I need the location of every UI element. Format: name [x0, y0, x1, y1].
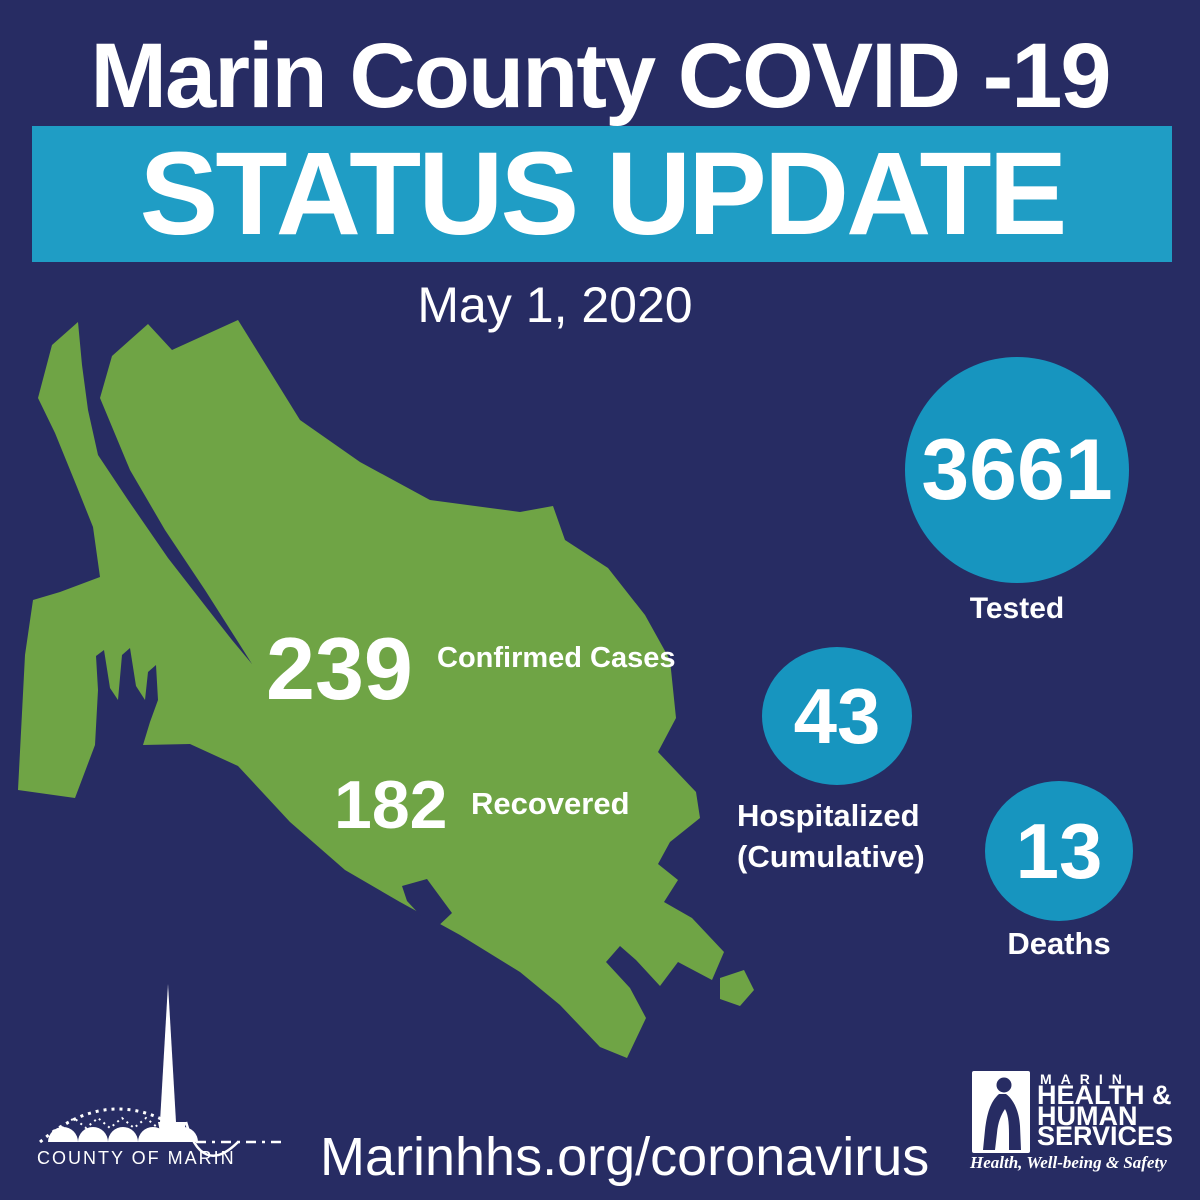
hhs-line-human: HUMAN: [1037, 1100, 1138, 1131]
confirmed-cases-value: 239: [266, 619, 413, 718]
bolinas-lagoon: [402, 879, 452, 930]
hhs-tagline: Health, Well-being & Safety: [970, 1153, 1167, 1172]
recovered-label: Recovered: [471, 786, 630, 821]
hhs-person-icon: [972, 1071, 1030, 1153]
county-landmass: [18, 320, 724, 1058]
hospitalized-label: Hospitalized (Cumulative): [737, 795, 925, 877]
hospitalized-label-line2: (Cumulative): [737, 839, 925, 874]
website-url: Marinhhs.org/coronavirus: [320, 1127, 930, 1187]
recovered-value: 182: [334, 767, 448, 843]
angel-island: [720, 970, 754, 1006]
deaths-stat-circle: 13: [985, 781, 1133, 921]
county-logo-caption: COUNTY OF MARIN: [37, 1148, 236, 1168]
hhs-line-services: SERVICES: [1037, 1121, 1174, 1151]
hhs-line-health: HEALTH &: [1037, 1080, 1172, 1110]
status-update-banner: STATUS UPDATE: [32, 126, 1172, 262]
hhs-logo-text: HEALTH & HUMAN SERVICES: [1037, 1080, 1174, 1151]
hospitalized-value: 43: [793, 671, 881, 760]
confirmed-cases-label: Confirmed Cases: [437, 642, 676, 674]
tested-label: Tested: [969, 592, 1065, 625]
report-date: May 1, 2020: [417, 277, 693, 333]
tested-value: 3661: [921, 421, 1113, 518]
hospitalized-stat-circle: 43: [762, 647, 912, 785]
deaths-value: 13: [1015, 806, 1103, 895]
hhs-brand-text: MARIN: [1040, 1071, 1131, 1087]
deaths-label: Deaths: [1007, 926, 1111, 961]
tested-stat-circle: 3661: [905, 357, 1129, 583]
hospitalized-label-line1: Hospitalized: [737, 798, 920, 833]
civic-center-drawing-icon: [39, 984, 282, 1157]
page-title: Marin County COVID -19: [90, 25, 1111, 127]
banner-text: STATUS UPDATE: [139, 128, 1068, 260]
